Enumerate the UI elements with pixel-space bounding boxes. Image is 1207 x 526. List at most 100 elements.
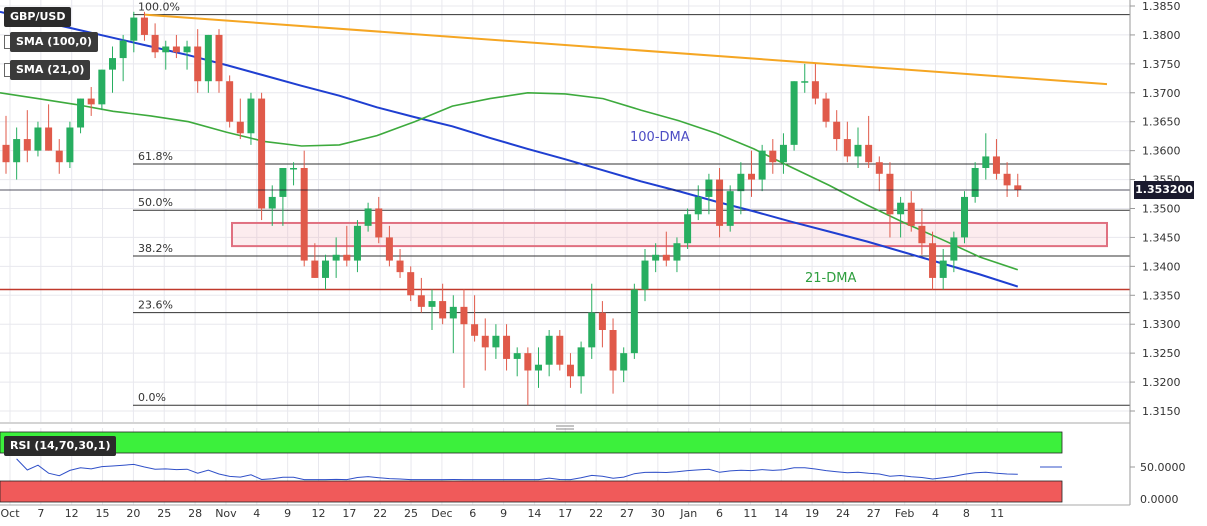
candle-body: [929, 243, 937, 278]
candle-body: [194, 46, 202, 82]
x-tick-label: 9: [500, 507, 507, 520]
x-tick-label: Feb: [895, 507, 914, 520]
candle-body: [471, 324, 479, 336]
y-tick-label: 1.3450: [1142, 231, 1181, 244]
x-tick-label: 4: [932, 507, 939, 520]
candle-body: [577, 347, 585, 377]
fib-label: 50.0%: [138, 196, 173, 209]
candle-body: [119, 40, 127, 59]
candle-body: [34, 127, 42, 151]
candle-body: [385, 237, 393, 261]
x-tick-label: 19: [805, 507, 819, 520]
y-tick-label: 1.3750: [1142, 58, 1181, 71]
candle-body: [98, 69, 106, 105]
candle-body: [769, 150, 777, 163]
candle-body: [886, 173, 894, 215]
x-tick-label: Nov: [215, 507, 237, 520]
sma100-legend: SMA (100,0): [10, 32, 99, 52]
candle-body: [439, 301, 447, 319]
y-axis-bg: [1130, 0, 1207, 526]
support-zones: [0, 13, 1130, 291]
candle-body: [151, 34, 159, 53]
candle-body: [87, 98, 95, 105]
x-tick-label: 28: [188, 507, 202, 520]
candle-body: [311, 260, 319, 278]
x-tick-label: 14: [527, 507, 541, 520]
candle-body: [236, 121, 244, 134]
candle-body: [247, 98, 255, 134]
candle-body: [673, 243, 681, 261]
candle-body: [662, 254, 670, 261]
y-axis: 1.3850 1.3800 1.3750 1.3700 1.3650 1.3600 1.35…: [1129, 0, 1207, 526]
x-tick-label: 20: [126, 507, 140, 520]
candle-body: [992, 156, 1000, 174]
candle-body: [428, 301, 436, 307]
candle-body: [417, 295, 425, 307]
y-tick-label: 1.3300: [1142, 318, 1181, 331]
candle-body: [55, 150, 63, 163]
x-tick-label: 12: [312, 507, 326, 520]
candle-body: [907, 202, 915, 226]
candle-body: [801, 81, 809, 83]
candle-body: [758, 150, 766, 180]
candle-body: [918, 225, 926, 244]
y-tick-label: 1.3200: [1142, 376, 1181, 389]
candle-body: [705, 179, 713, 197]
x-tick-label: 22: [373, 507, 387, 520]
candle-body: [215, 34, 223, 82]
candle-body: [204, 34, 212, 82]
y-tick-label: 1.3800: [1142, 29, 1181, 42]
symbol-legend: GBP/USD: [4, 7, 72, 27]
candle-body: [982, 156, 990, 168]
candle-body: [66, 127, 74, 163]
x-tick-label: 11: [990, 507, 1004, 520]
x-tick-label: 30: [651, 507, 665, 520]
candle-body: [875, 162, 883, 174]
candle-body: [939, 260, 947, 278]
candle-body: [620, 353, 628, 371]
candle-body: [694, 196, 702, 215]
candle-body: [961, 196, 968, 238]
candles: [2, 11, 1022, 406]
candle-body: [545, 335, 553, 365]
candle-body: [23, 139, 31, 151]
candle-body: [854, 144, 862, 157]
candle-body: [556, 335, 564, 365]
x-tick-label: 27: [867, 507, 881, 520]
candle-body: [566, 364, 574, 377]
candle-body: [790, 81, 798, 145]
candle-body: [598, 312, 606, 330]
candle-body: [109, 58, 116, 70]
candle-body: [375, 208, 383, 238]
candle-body: [172, 46, 180, 53]
candle-body: [716, 179, 724, 226]
candle-body: [641, 260, 649, 290]
last-price-badge: 1.353200: [1134, 181, 1194, 199]
annotation-100-dma: 100-DMA: [630, 130, 690, 145]
candle-body: [971, 168, 979, 197]
resistance-trendline: [144, 13, 1108, 86]
x-tick-label: 27: [620, 507, 634, 520]
x-tick-label: 15: [96, 507, 110, 520]
candle-body: [268, 196, 276, 209]
candle-body: [162, 46, 170, 53]
x-tick-label: Dec: [431, 507, 452, 520]
x-tick-label: 6: [469, 507, 476, 520]
candle-body: [503, 335, 511, 359]
candle-body: [630, 289, 638, 354]
candle-body: [822, 98, 830, 122]
y-tick-label: 1.3500: [1142, 203, 1181, 216]
candle-body: [684, 214, 692, 244]
x-tick-label: 25: [157, 507, 171, 520]
candle-body: [226, 81, 234, 122]
candle-body: [77, 98, 85, 128]
candle-body: [897, 202, 905, 215]
candle-body: [13, 139, 21, 163]
candle-body: [865, 144, 873, 163]
x-tick-label: 11: [743, 507, 757, 520]
annotations: 100-DMA 21-DMA: [0, 130, 1130, 286]
y-tick-label: 1.3600: [1142, 145, 1181, 158]
fib-label: 38.2%: [138, 242, 173, 255]
candle-body: [950, 237, 958, 261]
